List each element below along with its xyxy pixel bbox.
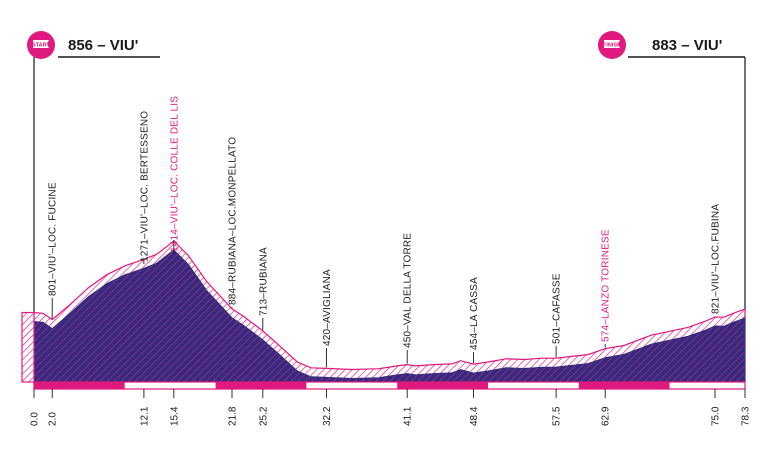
km-tick-label-12: 78.3 <box>741 406 752 426</box>
finish-badge-text: FINISH <box>603 42 621 48</box>
waypoint-label-3: 884–RUBIANA–LOC.MONPELLATO <box>228 137 239 305</box>
km-tick-label-11: 75.0 <box>711 406 722 426</box>
waypoint-label-7: 454–LA CASSA <box>469 277 480 350</box>
waypoint-label-4: 713–RUBIANA <box>258 247 269 316</box>
km-tick-label-3: 15.4 <box>169 406 180 426</box>
waypoint-label-6: 450–VAL DELLA TORRE <box>403 233 414 348</box>
start-badge-text: START <box>32 42 51 48</box>
waypoint-label-2: 1414–VIU'–LOC. COLLE DEL LIS <box>169 96 180 252</box>
km-band-frame <box>33 381 746 390</box>
finish-title: 883 – VIU' <box>652 37 722 54</box>
waypoint-labels: 801–VIU'–LOC. FUCINE 1271–VIU'–LOC. BERTE… <box>48 96 722 368</box>
km-tick-label-7: 41.1 <box>403 406 414 426</box>
km-tick-label-2: 12.1 <box>139 406 150 426</box>
start-elevation-column <box>21 311 35 383</box>
km-band-3 <box>306 382 398 389</box>
finish-flag-icon <box>604 40 620 48</box>
start-title: 856 – VIU' <box>68 37 138 54</box>
waypoint-label-0: 801–VIU'–LOC. FUCINE <box>48 182 59 296</box>
start-flag-icon <box>33 40 49 48</box>
waypoint-label-1: 1271–VIU'–LOC. BERTESSENO <box>139 111 150 262</box>
km-tick-label-5: 25.2 <box>258 406 269 426</box>
km-tick-label-8: 48.4 <box>469 406 480 426</box>
km-ticks: 0.0 2.0 12.1 15.4 21.8 25.2 32.2 41.1 48.4 57.5 62… <box>30 389 752 426</box>
km-band-1 <box>124 382 216 389</box>
km-tick-label-4: 21.8 <box>228 406 239 426</box>
waypoint-label-8: 501–CAFASSE <box>552 273 563 344</box>
waypoint-label-10: 821–VIU'–LOC.FUBINA <box>711 204 722 314</box>
km-tick-label-9: 57.5 <box>552 406 563 426</box>
km-tick-label-10: 62.9 <box>601 406 612 426</box>
km-band-5 <box>488 382 579 389</box>
km-band-6 <box>578 382 670 389</box>
elevation-profile <box>21 240 746 383</box>
km-bands <box>33 381 746 390</box>
km-band-0 <box>34 382 125 389</box>
km-tick-label-0: 0.0 <box>30 412 41 426</box>
km-tick-label-6: 32.2 <box>322 406 333 426</box>
km-band-7 <box>669 382 745 389</box>
km-band-2 <box>215 382 307 389</box>
waypoint-label-5: 420–AVIGLIANA <box>322 269 333 346</box>
elevation-area <box>33 249 746 383</box>
km-band-4 <box>397 382 488 389</box>
km-tick-label-1: 2.0 <box>48 412 59 426</box>
waypoint-label-9: 574–LANZO TORINESE <box>601 229 612 342</box>
finish-header: FINISH 883 – VIU' <box>598 31 746 312</box>
